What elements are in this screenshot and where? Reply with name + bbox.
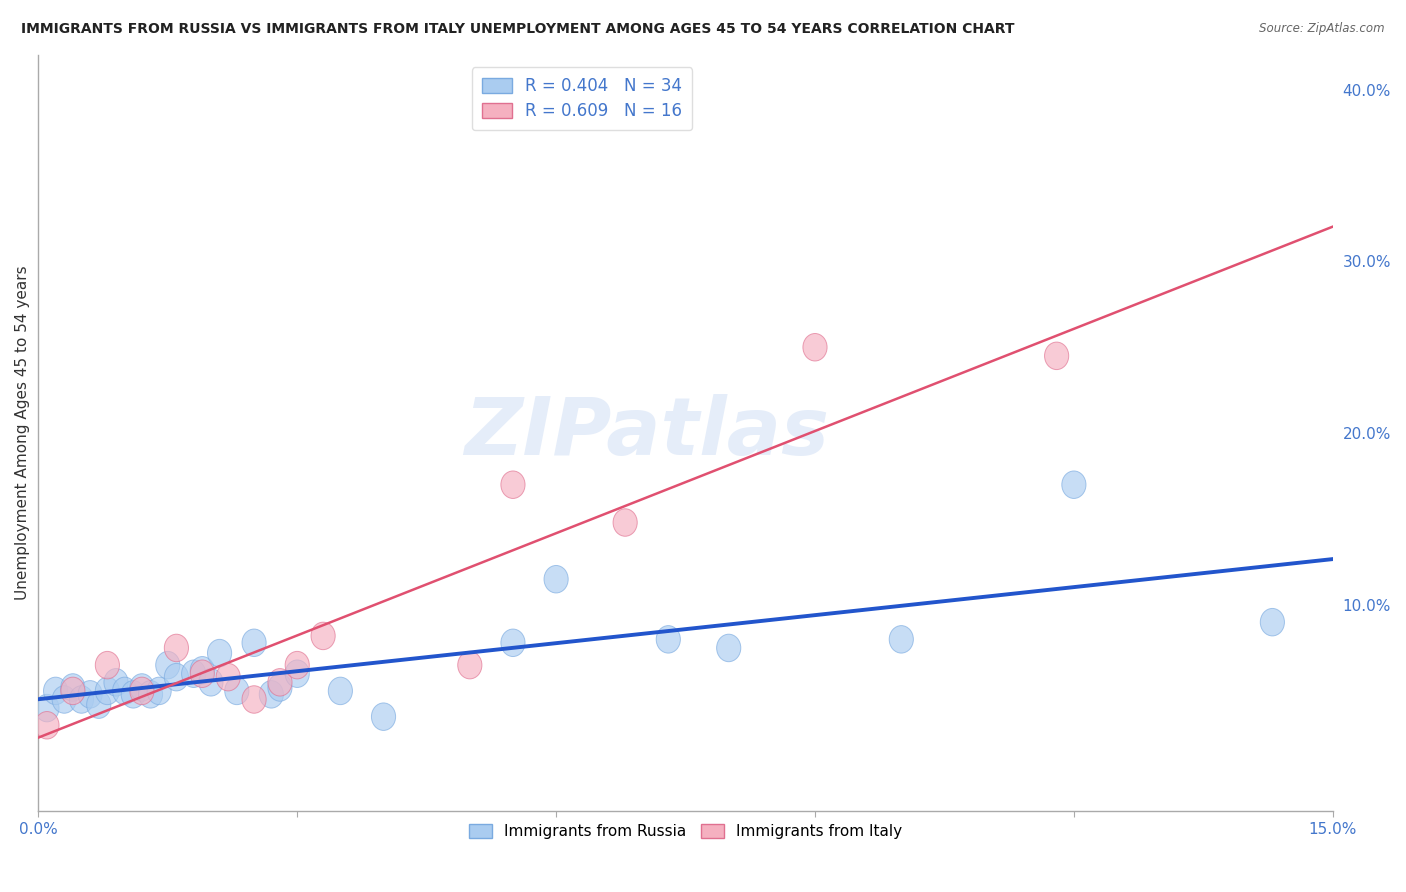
Ellipse shape bbox=[225, 677, 249, 705]
Ellipse shape bbox=[35, 712, 59, 739]
Ellipse shape bbox=[138, 681, 163, 708]
Ellipse shape bbox=[328, 677, 353, 705]
Ellipse shape bbox=[501, 629, 524, 657]
Ellipse shape bbox=[269, 673, 292, 701]
Y-axis label: Unemployment Among Ages 45 to 54 years: Unemployment Among Ages 45 to 54 years bbox=[15, 266, 30, 600]
Ellipse shape bbox=[501, 471, 524, 499]
Ellipse shape bbox=[217, 664, 240, 691]
Ellipse shape bbox=[458, 651, 482, 679]
Text: Source: ZipAtlas.com: Source: ZipAtlas.com bbox=[1260, 22, 1385, 36]
Ellipse shape bbox=[96, 677, 120, 705]
Ellipse shape bbox=[544, 566, 568, 593]
Ellipse shape bbox=[104, 669, 128, 696]
Ellipse shape bbox=[889, 625, 914, 653]
Ellipse shape bbox=[69, 686, 94, 714]
Ellipse shape bbox=[60, 673, 84, 701]
Ellipse shape bbox=[112, 677, 136, 705]
Ellipse shape bbox=[156, 651, 180, 679]
Ellipse shape bbox=[613, 508, 637, 536]
Ellipse shape bbox=[717, 634, 741, 662]
Ellipse shape bbox=[1045, 343, 1069, 369]
Ellipse shape bbox=[190, 657, 214, 684]
Ellipse shape bbox=[259, 681, 284, 708]
Ellipse shape bbox=[1260, 608, 1285, 636]
Ellipse shape bbox=[77, 681, 103, 708]
Ellipse shape bbox=[242, 686, 266, 714]
Ellipse shape bbox=[285, 660, 309, 688]
Ellipse shape bbox=[285, 651, 309, 679]
Legend: Immigrants from Russia, Immigrants from Italy: Immigrants from Russia, Immigrants from … bbox=[463, 818, 908, 845]
Ellipse shape bbox=[198, 669, 224, 696]
Ellipse shape bbox=[87, 691, 111, 718]
Ellipse shape bbox=[52, 686, 76, 714]
Ellipse shape bbox=[129, 677, 155, 705]
Ellipse shape bbox=[181, 660, 205, 688]
Text: ZIPatlas: ZIPatlas bbox=[464, 394, 830, 472]
Ellipse shape bbox=[311, 623, 335, 649]
Ellipse shape bbox=[371, 703, 395, 731]
Ellipse shape bbox=[1062, 471, 1085, 499]
Ellipse shape bbox=[44, 677, 67, 705]
Ellipse shape bbox=[129, 673, 155, 701]
Ellipse shape bbox=[35, 694, 59, 722]
Ellipse shape bbox=[96, 651, 120, 679]
Ellipse shape bbox=[208, 640, 232, 667]
Ellipse shape bbox=[121, 681, 145, 708]
Ellipse shape bbox=[190, 660, 214, 688]
Ellipse shape bbox=[165, 664, 188, 691]
Ellipse shape bbox=[148, 677, 172, 705]
Ellipse shape bbox=[803, 334, 827, 361]
Ellipse shape bbox=[60, 677, 84, 705]
Text: IMMIGRANTS FROM RUSSIA VS IMMIGRANTS FROM ITALY UNEMPLOYMENT AMONG AGES 45 TO 54: IMMIGRANTS FROM RUSSIA VS IMMIGRANTS FRO… bbox=[21, 22, 1015, 37]
Ellipse shape bbox=[657, 625, 681, 653]
Ellipse shape bbox=[165, 634, 188, 662]
Ellipse shape bbox=[269, 669, 292, 696]
Ellipse shape bbox=[242, 629, 266, 657]
